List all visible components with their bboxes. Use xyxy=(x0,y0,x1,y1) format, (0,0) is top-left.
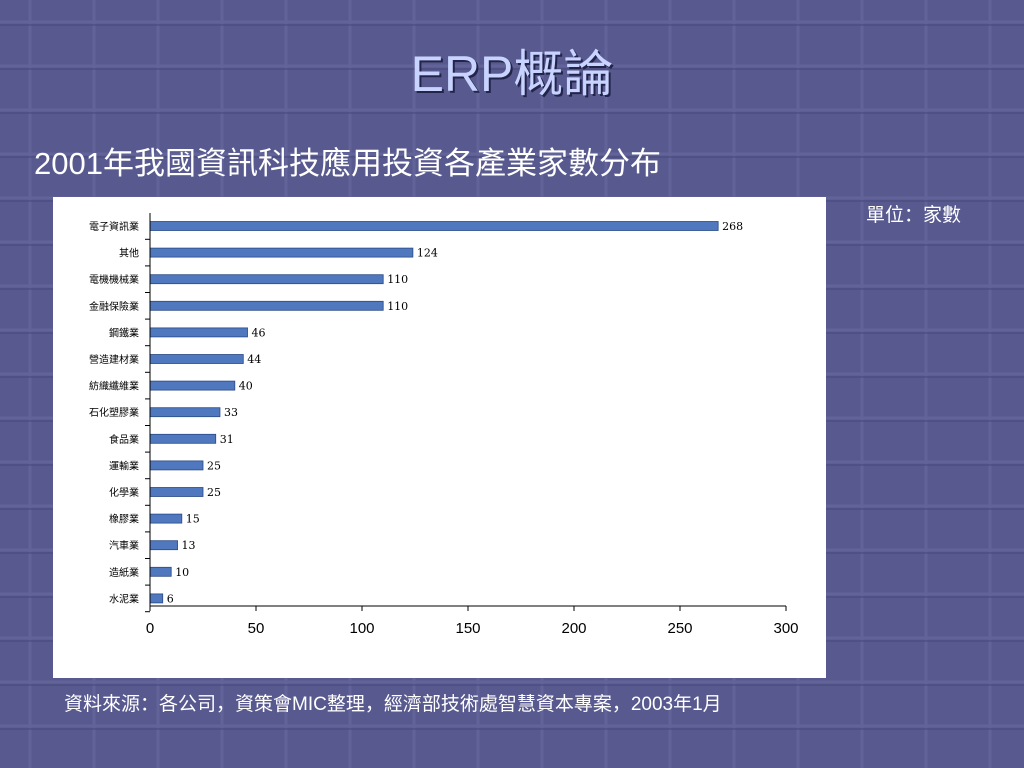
category-label-10: 化學業 xyxy=(109,486,139,499)
value-label-1: 124 xyxy=(417,247,438,260)
category-label-8: 食品業 xyxy=(109,433,139,446)
value-label-14: 6 xyxy=(167,592,174,605)
value-label-9: 25 xyxy=(207,459,221,472)
bar-5 xyxy=(149,354,244,364)
category-label-9: 運輸業 xyxy=(109,459,139,472)
category-label-2: 電機機械業 xyxy=(89,273,139,286)
bar-2 xyxy=(149,274,384,285)
category-label-3: 金融保險業 xyxy=(89,300,139,313)
category-label-0: 電子資訊業 xyxy=(89,220,139,233)
value-label-2: 110 xyxy=(387,273,408,286)
source-note: 資料來源：各公司，資策會MIC整理，經濟部技術處智慧資本專案，2003年1月 xyxy=(64,694,722,715)
unit-note: 單位：家數 xyxy=(866,204,962,226)
x-tick-label-5: 250 xyxy=(667,620,692,637)
category-label-1: 其他 xyxy=(119,247,139,260)
bar-chart: 電子資訊業 268 其他 124 電機機械業 110 金融保險業 110 鋼鐵業 46 營造建材業 4… xyxy=(89,213,799,637)
bar-12 xyxy=(149,540,178,551)
chart-panel: 電子資訊業 268 其他 124 電機機械業 110 金融保險業 110 鋼鐵業 46 營造建材業 4… xyxy=(53,197,826,678)
bar-4 xyxy=(149,327,248,338)
value-label-11: 15 xyxy=(186,513,200,526)
bar-6 xyxy=(149,380,236,391)
bar-7 xyxy=(149,407,221,418)
value-label-7: 33 xyxy=(224,406,238,419)
value-label-8: 31 xyxy=(220,433,234,446)
bar-14 xyxy=(149,593,164,604)
bar-11 xyxy=(149,513,183,524)
category-label-7: 石化塑膠業 xyxy=(89,406,139,419)
bar-13 xyxy=(149,566,172,577)
bar-1 xyxy=(149,247,414,258)
bar-9 xyxy=(149,460,204,471)
category-label-11: 橡膠業 xyxy=(109,513,139,526)
value-label-4: 46 xyxy=(252,326,266,339)
x-tick-label-2: 100 xyxy=(349,620,374,637)
bar-8 xyxy=(149,433,217,444)
value-label-6: 40 xyxy=(239,380,253,393)
bar-0 xyxy=(149,221,719,231)
bar-3 xyxy=(149,300,384,311)
x-tick-label-6: 300 xyxy=(773,620,798,637)
value-label-10: 25 xyxy=(207,486,221,499)
category-label-14: 水泥業 xyxy=(109,592,139,605)
slide-title: ERP概論 xyxy=(410,46,614,102)
value-label-3: 110 xyxy=(387,300,408,313)
category-label-6: 紡織纖維業 xyxy=(89,380,139,393)
value-label-12: 13 xyxy=(182,539,196,552)
chart-subtitle: 2001年我國資訊科技應用投資各產業家數分布 xyxy=(34,146,661,181)
x-tick-label-3: 150 xyxy=(455,620,480,637)
category-label-5: 營造建材業 xyxy=(89,353,139,366)
x-tick-label-4: 200 xyxy=(561,620,586,637)
x-tick-label-0: 0 xyxy=(146,620,154,637)
x-tick-label-1: 50 xyxy=(248,620,265,637)
bar-10 xyxy=(149,487,204,497)
value-label-5: 44 xyxy=(247,353,261,366)
value-label-13: 10 xyxy=(175,566,189,579)
category-label-13: 造紙業 xyxy=(109,566,139,579)
category-label-4: 鋼鐵業 xyxy=(109,326,139,339)
value-label-0: 268 xyxy=(722,220,743,233)
category-label-12: 汽車業 xyxy=(109,539,139,552)
